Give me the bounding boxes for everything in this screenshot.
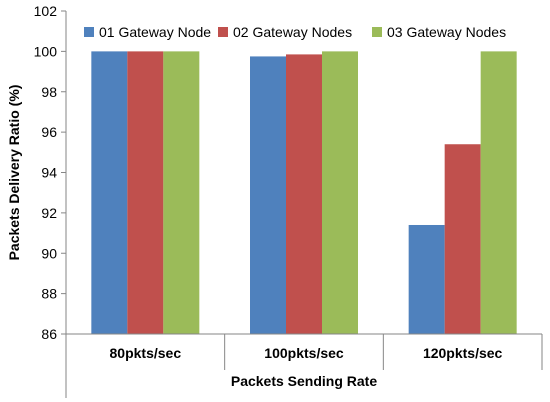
y-tick-label: 94 [41, 165, 57, 181]
y-axis-title: Packets Delivery Ratio (%) [6, 85, 22, 261]
y-tick-label: 100 [34, 43, 58, 59]
bar [127, 51, 164, 334]
y-tick-label: 102 [34, 3, 58, 19]
y-tick-label: 86 [41, 326, 57, 342]
y-tick-label: 92 [41, 205, 57, 221]
y-tick-label: 98 [41, 84, 57, 100]
legend-swatch [372, 27, 382, 37]
y-tick-label: 88 [41, 286, 57, 302]
bar [250, 56, 286, 334]
bar [91, 51, 128, 334]
legend-label: 01 Gateway Node [99, 24, 211, 40]
x-axis-categories: 80pkts/sec 100pkts/sec 120pkts/sec [110, 345, 503, 361]
x-axis-title: Packets Sending Rate [231, 373, 377, 389]
bars [91, 51, 517, 334]
x-category-label: 120pkts/sec [423, 345, 503, 361]
legend-swatch [218, 27, 228, 37]
bar [408, 224, 445, 334]
bar [444, 144, 481, 334]
x-category-label: 100pkts/sec [264, 345, 344, 361]
y-tick-label: 96 [41, 124, 57, 140]
legend: 01 Gateway Node 02 Gateway Nodes 03 Gatewa… [84, 24, 506, 40]
y-tick-label: 90 [41, 245, 57, 261]
bar [480, 51, 517, 334]
bar [286, 54, 322, 334]
y-axis-ticks: 86 88 90 92 94 96 98 100 102 [34, 3, 66, 342]
bar [163, 51, 200, 334]
bar [322, 51, 358, 334]
legend-label: 03 Gateway Nodes [387, 24, 506, 40]
axes [65, 11, 543, 398]
x-category-label: 80pkts/sec [110, 345, 182, 361]
legend-swatch [84, 27, 94, 37]
legend-label: 02 Gateway Nodes [233, 24, 352, 40]
